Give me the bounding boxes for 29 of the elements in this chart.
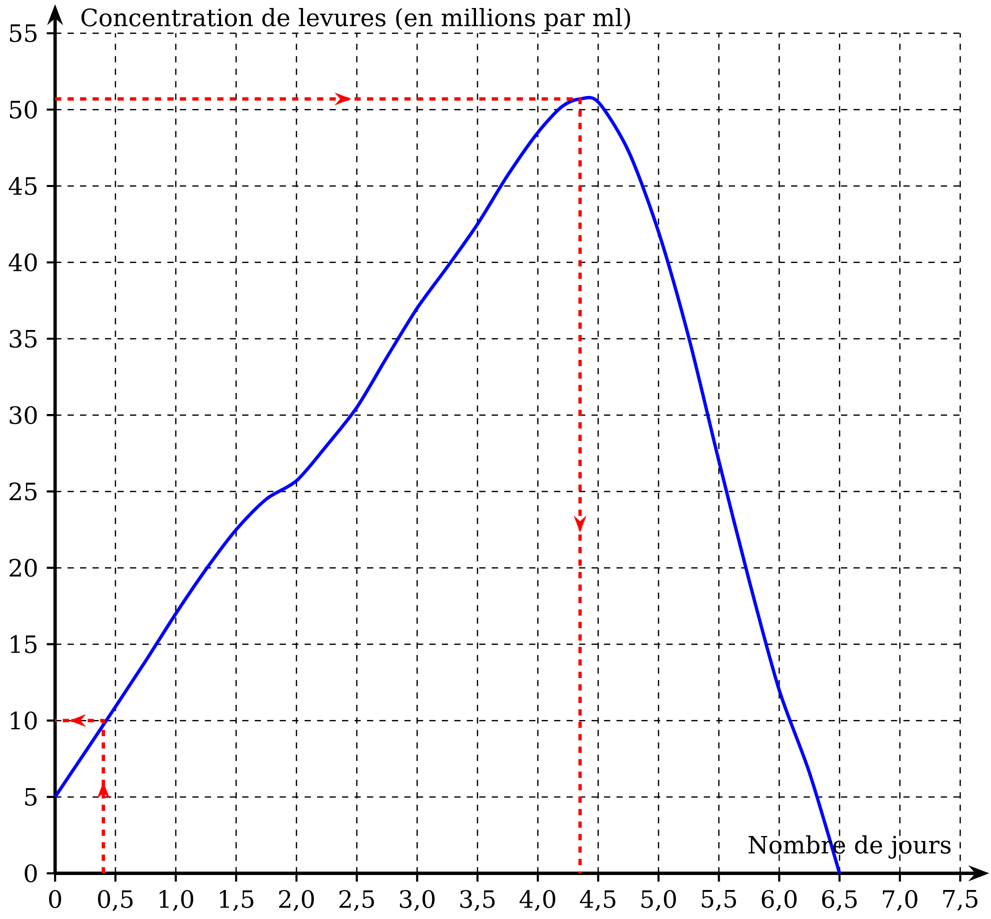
y-tick-label: 35 [10, 330, 37, 348]
y-tick-label: 55 [10, 24, 37, 42]
x-tick-label: 7,0 [882, 890, 918, 912]
x-tick-label: 5,0 [642, 890, 676, 912]
x-tick-label: 4,0 [520, 890, 556, 912]
x-tick-label: 1,0 [160, 890, 194, 912]
y-tick-label: 50 [10, 100, 37, 119]
y-axis-title: Concentration de levures (en millions par ml) [81, 8, 630, 32]
x-tick-label: 0 [49, 890, 62, 908]
y-tick-label: 25 [10, 482, 37, 500]
x-tick-label: 2,5 [339, 890, 374, 912]
x-tick-label: 3,5 [460, 890, 495, 912]
x-tick-label: 1,5 [220, 890, 254, 912]
y-tick-label: 45 [8, 176, 37, 196]
x-tick-label: 3,0 [400, 890, 435, 912]
x-tick-label: 6,0 [762, 890, 797, 912]
y-tick-label: 30 [10, 406, 37, 424]
y-tick-label: 10 [10, 712, 37, 730]
x-tick-label: 0,5 [98, 890, 133, 912]
x-tick-label: 4,5 [580, 890, 616, 912]
x-tick-label: 2,0 [279, 890, 314, 912]
x-tick-label: 5,5 [702, 890, 736, 911]
y-tick-label: 20 [10, 558, 37, 577]
x-tick-label: 7,5 [943, 890, 978, 911]
y-tick-label: 0 [24, 864, 37, 882]
x-tick-label: 6,5 [822, 890, 857, 912]
y-tick-label: 5 [25, 788, 37, 806]
y-tick-label: 15 [10, 635, 37, 654]
y-tick-label: 40 [8, 253, 37, 272]
